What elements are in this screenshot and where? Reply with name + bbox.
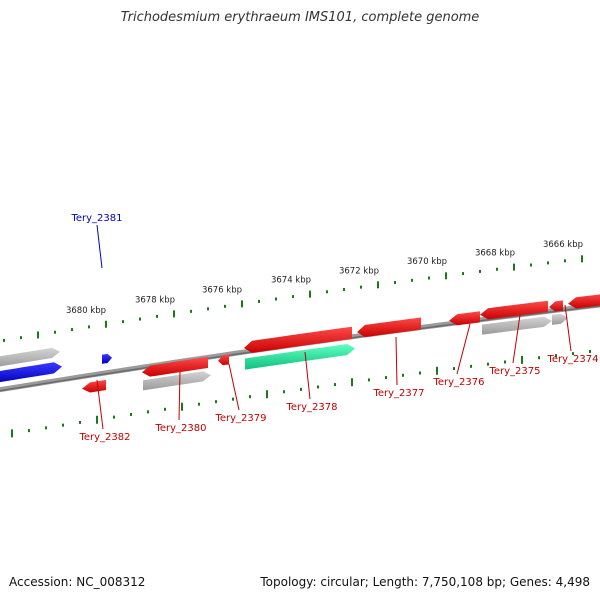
gene-label-tery-2375: Tery_2375: [488, 366, 540, 377]
accession-text: Accession: NC_008312: [9, 575, 146, 589]
kbp-label: 3672 kbp: [339, 266, 379, 276]
gene-arrow-grey: [482, 316, 552, 335]
leader-line: [228, 363, 240, 411]
gene-label-tery-2377: Tery_2377: [372, 388, 424, 399]
kbp-label: 3680 kbp: [66, 306, 106, 316]
gene-arrow-grey: [0, 347, 60, 367]
gene-label-tery-2380: Tery_2380: [154, 423, 206, 434]
gene-arrow-tery-2377: [357, 317, 421, 338]
leader-line: [395, 336, 398, 386]
leader-line: [564, 304, 572, 352]
kbp-label: 3676 kbp: [202, 286, 242, 296]
genome-summary-text: Topology: circular; Length: 7,750,108 bp…: [260, 575, 590, 589]
gene-arrow-tery-2376: [449, 311, 480, 326]
gene-arrow-tery-2379: [218, 354, 229, 366]
leader-line: [512, 314, 521, 364]
leader-line: [456, 323, 471, 375]
gene-arrow-tery-2375: [480, 300, 548, 320]
gene-arrow-tery-2382: [82, 379, 106, 393]
gene-label-tery-2382: Tery_2382: [78, 432, 130, 443]
gene-arrow-teal: [245, 344, 355, 370]
map-title: Trichodesmium erythraeum IMS101, complet…: [120, 10, 480, 25]
leader-line: [96, 379, 104, 430]
gene-label-tery-2374: Tery_2374: [546, 354, 598, 365]
leader-line: [178, 371, 181, 421]
gene-label-tery-2381: Tery_2381: [70, 213, 122, 224]
gene-arrow-grey: [143, 371, 211, 391]
gene-arrow-tery-2378: [244, 326, 352, 353]
kbp-label: 3674 kbp: [271, 276, 311, 286]
kbp-label: 3668 kbp: [475, 248, 515, 258]
gene-arrow-blue-long: [0, 362, 62, 383]
gene-arrow-tery-2381: [102, 353, 112, 364]
gene-arrow-grey: [552, 313, 568, 325]
kbp-label: 3670 kbp: [407, 257, 447, 267]
kbp-label: 3678 kbp: [135, 296, 175, 306]
kbp-label: 3666 kbp: [543, 240, 583, 250]
gene-label-tery-2378: Tery_2378: [285, 402, 337, 413]
gene-arrow-red-edge: [568, 294, 600, 309]
gene-label-tery-2376: Tery_2376: [432, 377, 484, 388]
leader-line: [304, 351, 311, 400]
leader-line: [96, 224, 103, 269]
gene-label-tery-2379: Tery_2379: [214, 413, 266, 424]
gene-arrow-tery-2374: [549, 300, 563, 312]
genome-backbone-shade: [0, 305, 600, 392]
gene-arrow-tery-2380: [142, 356, 208, 377]
